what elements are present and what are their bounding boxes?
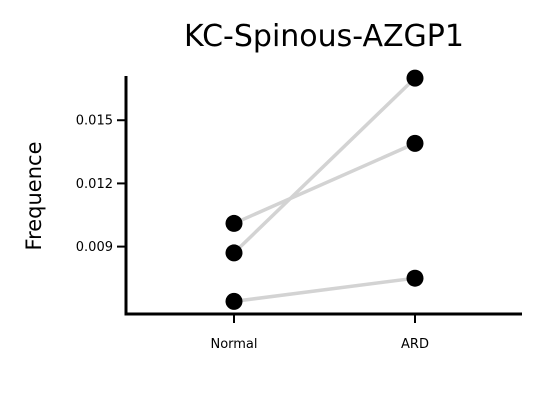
data-point — [406, 134, 424, 152]
data-point — [406, 69, 424, 87]
data-point — [225, 244, 243, 262]
pair-line — [232, 76, 417, 255]
y-tick-label: 0.009 — [76, 240, 113, 255]
y-tick-label: 0.012 — [76, 177, 113, 192]
x-tick-label: ARD — [401, 337, 429, 352]
data-point — [225, 214, 243, 232]
y-tick-label: 0.015 — [76, 114, 113, 129]
chart-title: KC-Spinous-AZGP1 — [184, 19, 464, 54]
y-axis-label: Frequence — [22, 142, 46, 251]
data-point — [225, 292, 243, 310]
plot-area: 0.009 0.012 0.015 Normal ARD — [76, 69, 522, 352]
pair-line — [233, 141, 416, 226]
pair-line — [233, 276, 416, 304]
data-point — [406, 269, 424, 287]
x-tick-label: Normal — [210, 337, 257, 352]
